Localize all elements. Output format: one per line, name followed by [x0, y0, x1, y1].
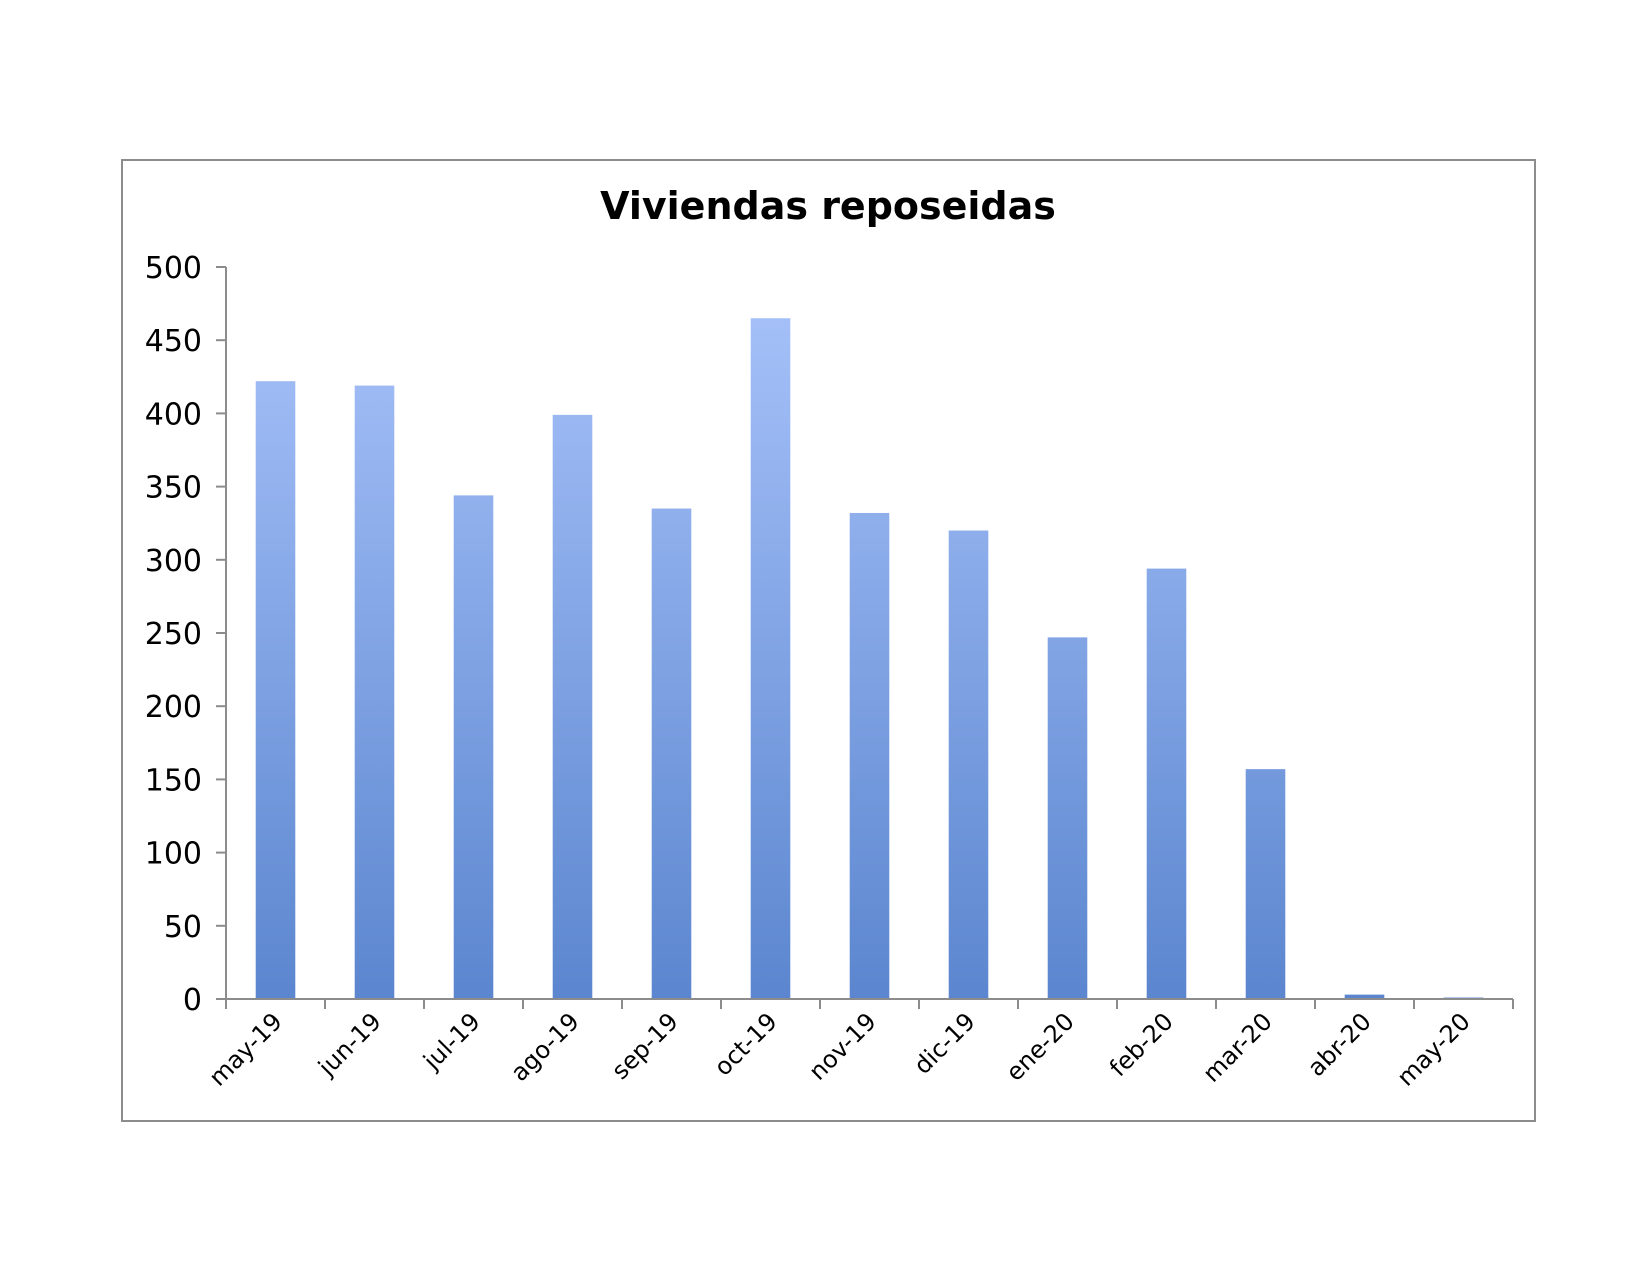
y-tick-label: 250 [145, 617, 202, 652]
bar-abr-20 [1344, 994, 1385, 999]
x-tick-label-nov-19: nov-19 [803, 1007, 881, 1085]
bar-sep-19 [651, 508, 692, 999]
bar-ene-20 [1047, 637, 1088, 999]
x-tick-label-ago-19: ago-19 [505, 1007, 584, 1086]
x-tick-label-may-19: may-19 [204, 1007, 288, 1091]
y-tick-label: 200 [145, 690, 202, 725]
x-tick-label-dic-19: dic-19 [908, 1007, 980, 1079]
x-tick-label-abr-20: abr-20 [1302, 1007, 1377, 1082]
bar-jun-19 [354, 385, 395, 999]
y-tick-label: 300 [145, 544, 202, 579]
x-tick-label-may-20: may-20 [1392, 1007, 1476, 1091]
bar-may-19 [255, 381, 296, 999]
y-tick-label: 150 [145, 763, 202, 798]
bar-chart: Viviendas reposeidas 0 50 100 150 200 250 300 3… [145, 184, 1514, 1092]
chart-frame: Viviendas reposeidas 0 50 100 150 200 250 300 3… [121, 159, 1536, 1122]
bar-ago-19 [552, 414, 593, 999]
bar-oct-19 [750, 318, 791, 999]
bar-feb-20 [1146, 568, 1187, 999]
bar-jul-19 [453, 495, 494, 999]
x-tick-label-feb-20: feb-20 [1104, 1007, 1179, 1082]
y-tick-label: 0 [183, 983, 202, 1018]
y-tick-label: 500 [145, 251, 202, 286]
x-tick-label-oct-19: oct-19 [709, 1007, 783, 1081]
y-tick-label: 350 [145, 471, 202, 506]
y-tick-label: 100 [145, 837, 202, 872]
y-tick-label: 450 [145, 324, 202, 359]
x-tick-label-mar-20: mar-20 [1197, 1007, 1277, 1087]
bar-mar-20 [1245, 769, 1286, 999]
bar-nov-19 [849, 512, 890, 999]
y-tick-label: 50 [164, 910, 202, 945]
x-tick-label-ene-20: ene-20 [1001, 1007, 1080, 1086]
x-tick-label-jul-19: jul-19 [417, 1007, 485, 1075]
y-tick-label: 400 [145, 397, 202, 432]
plot-area: 0 50 100 150 200 250 300 350 400 450 500 may-19 jun-… [145, 251, 1514, 1092]
bar-dic-19 [948, 530, 989, 999]
x-tick-label-jun-19: jun-19 [312, 1007, 386, 1081]
x-tick-label-sep-19: sep-19 [606, 1007, 684, 1085]
chart-title: Viviendas reposeidas [600, 184, 1056, 228]
